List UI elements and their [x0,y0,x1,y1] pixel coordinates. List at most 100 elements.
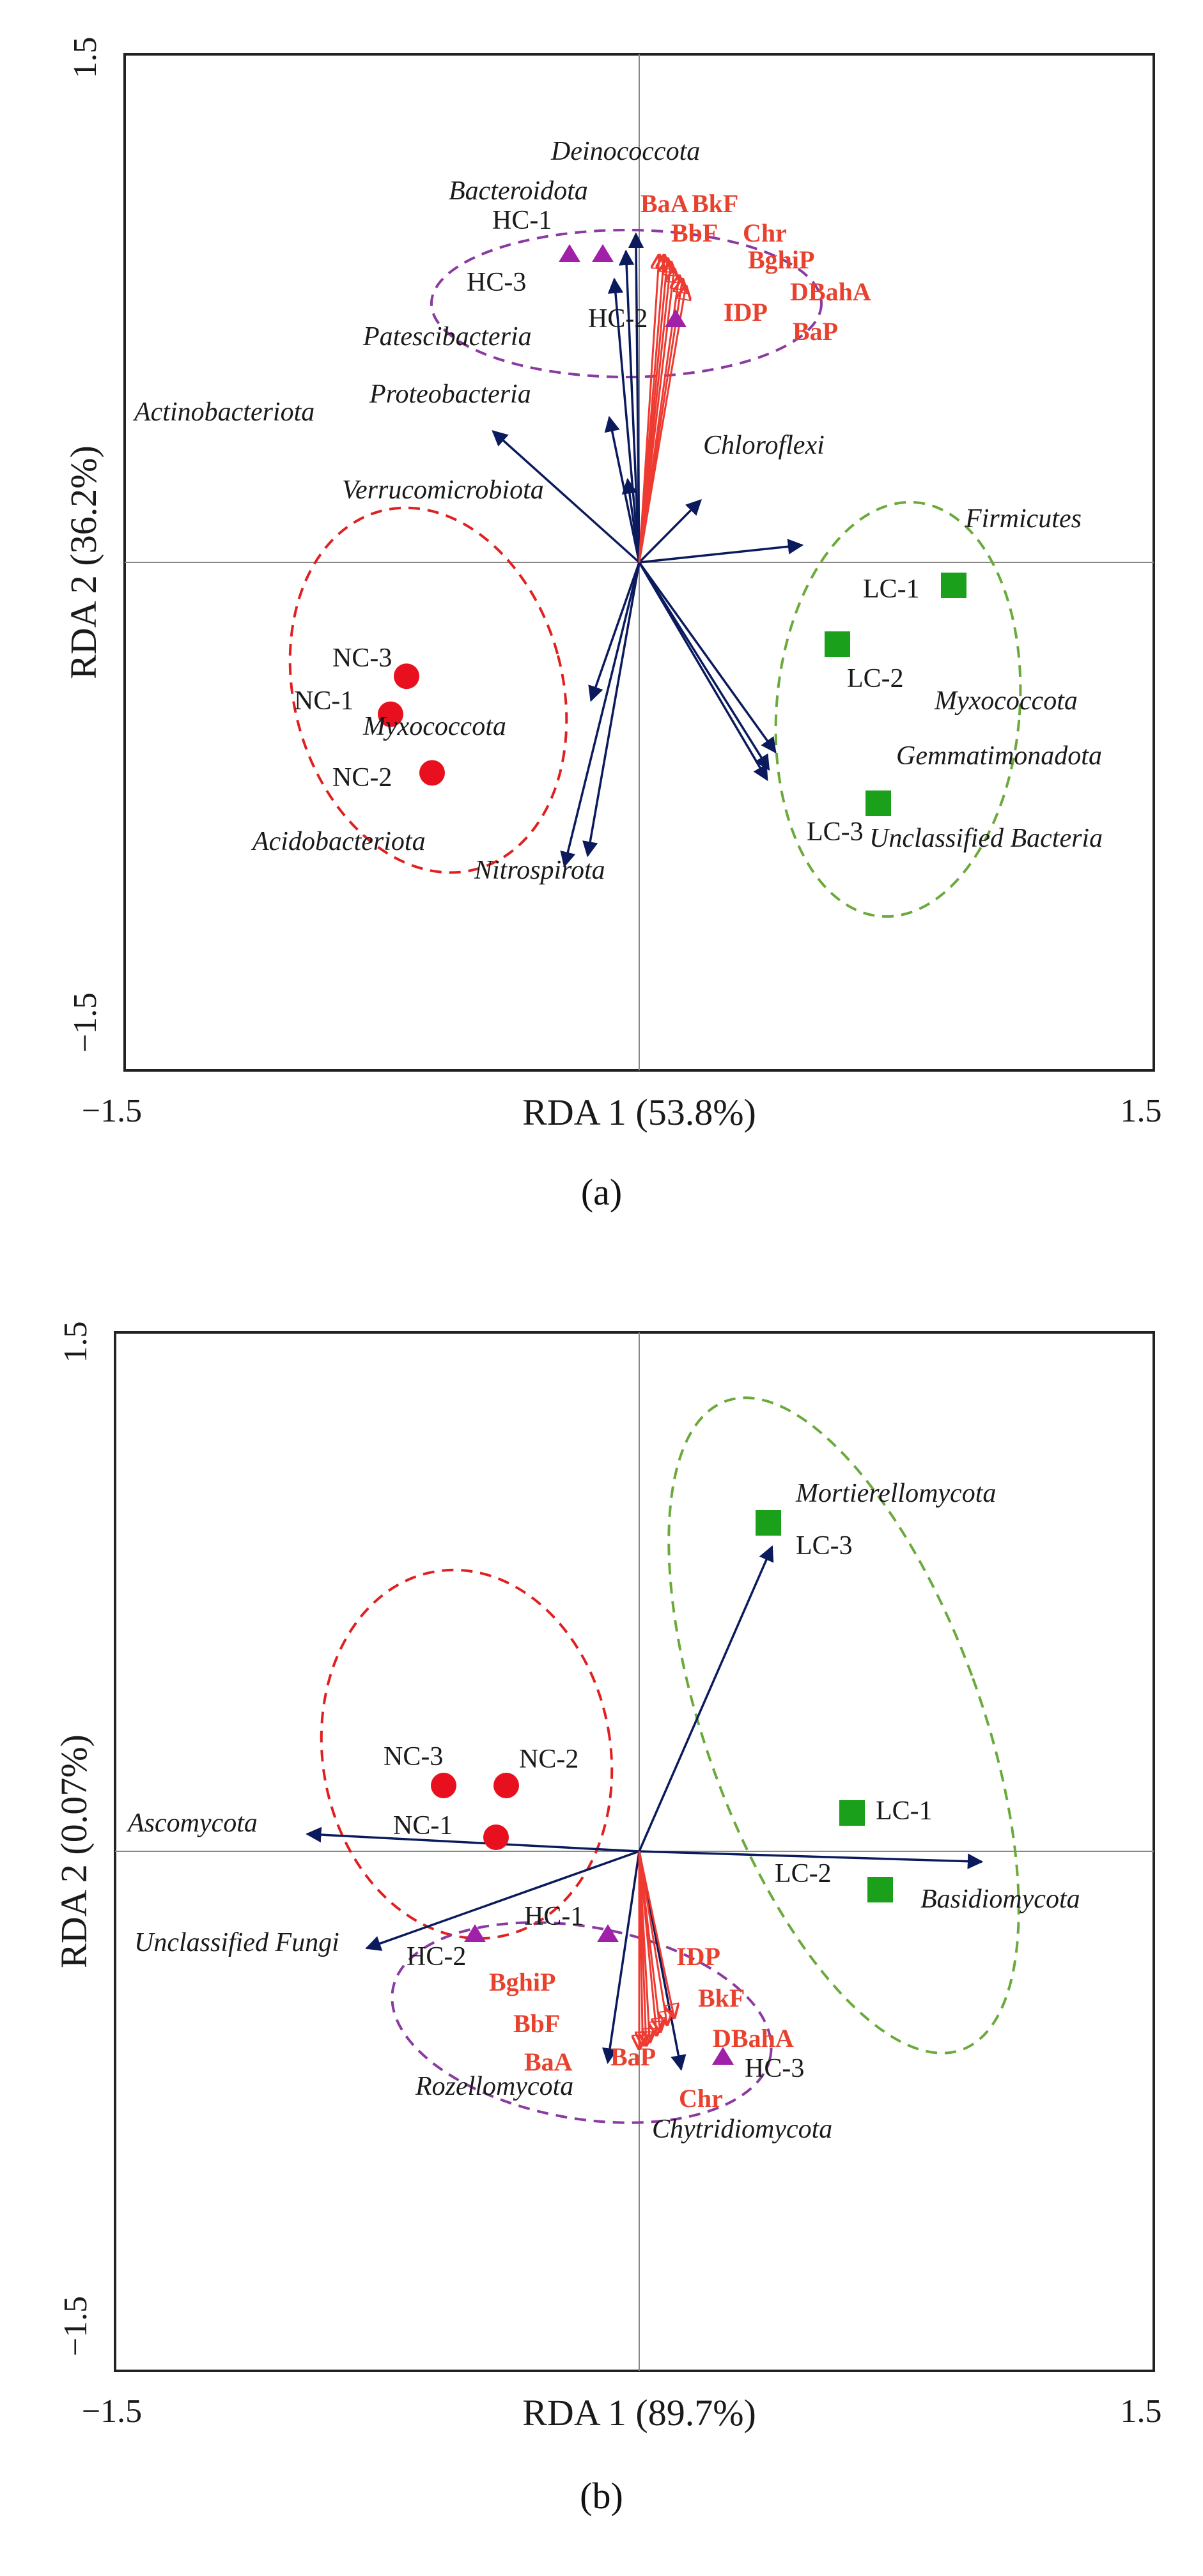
sample-point-lc-3 [865,791,891,816]
sample-label-nc-3: NC-3 [332,644,392,673]
taxon-label-chytridiomycota: Chytridiomycota [652,2115,832,2144]
panel-a-x-axis-label: RDA 1 (53.8%) [522,1091,756,1133]
sample-label-nc-2: NC-2 [332,763,392,792]
pah-label-bap: BaP [610,2042,656,2071]
panel-a-lc-group-ellipse [774,500,1022,918]
panel-a-pah-labels: BaA BkF BbF Chr BghiP IDP DBahA BaP [640,189,871,346]
pah-vector-bap [638,286,686,563]
sample-label-lc-3: LC-3 [807,817,864,847]
panel-a-pah-vectors [638,255,686,563]
taxon-label-deinococcota: Deinococcota [550,137,700,166]
sample-point-lc-1 [839,1800,865,1826]
sample-label-lc-3: LC-3 [796,1531,853,1561]
panel-b-pah-labels: IDP BghiP BkF BbF DBahA BaA BaP Chr [489,1942,794,2113]
panel-a-sample-points [378,244,966,816]
taxon-label-ascomycota: Ascomycota [126,1809,258,1838]
taxon-label-actinobacteriota: Actinobacteriota [132,397,314,427]
pah-label-dbaha: DBahA [790,277,871,306]
panel-a-y-axis-label: RDA 2 (36.2%) [63,445,104,679]
taxon-vector-ascomycota [306,1826,640,1853]
panel-b-y-tick-max: 1.5 [58,1322,94,1363]
taxon-label-gemmatimonadota: Gemmatimonadota [896,741,1102,771]
sample-point-hc-1 [597,1924,619,1942]
taxon-vector-mortierellomycota [638,1545,774,1852]
panel-a-x-tick-min: −1.5 [82,1093,142,1129]
panel-b-lc-group-ellipse [667,1396,1020,2055]
sample-point-nc-2 [419,760,445,786]
sample-point-lc-2 [867,1877,893,1902]
sample-label-nc-1: NC-1 [393,1811,453,1840]
panel-b: Mortierellomycota Basidiomycota Ascomyco… [53,1322,1162,2517]
sample-label-hc-1: HC-1 [492,206,552,235]
taxon-vector-myxococcota-left [588,562,640,702]
sample-label-nc-3: NC-3 [384,1742,443,1771]
panel-a-y-tick-min: −1.5 [67,992,104,1053]
taxon-vector-firmicutes [639,539,804,564]
taxon-label-mortierellomycota: Mortierellomycota [795,1479,996,1508]
sample-label-hc-2: HC-2 [407,1942,466,1971]
panel-b-pah-vectors [639,1851,674,2049]
sample-label-hc-3: HC-3 [745,2054,804,2083]
taxon-vector-patescibacteria [607,277,640,563]
sample-label-nc-1: NC-1 [294,686,353,716]
taxon-vector-rozellomycota [602,1851,640,2064]
pah-label-bghip: BghiP [489,1968,555,1996]
pah-label-bbf: BbF [671,219,718,247]
taxon-label-patescibacteria: Patescibacteria [362,322,532,351]
pah-label-chr: Chr [679,2084,723,2113]
taxon-vector-unclassified-bacteria [638,562,768,782]
sample-label-lc-1: LC-1 [876,1796,933,1826]
taxon-vector-chloroflexi [638,499,702,564]
sample-label-lc-1: LC-1 [863,575,920,604]
panel-a-sample-labels: NC-3 NC-1 NC-2 HC-1 HC-3 HC-2 LC-1 LC-2 … [294,206,920,847]
panel-b-caption-label: (b) [580,2475,623,2517]
pah-vector-idp [638,1851,674,2017]
pah-label-idp: IDP [676,1942,720,1971]
taxon-label-unclassified-bacteria: Unclassified Bacteria [869,824,1103,853]
panel-b-hc-group-ellipse [391,1921,773,2124]
taxon-vector-verrucomicrobiota [621,477,640,563]
pah-label-idp: IDP [724,298,768,327]
sample-point-hc-1 [559,244,580,262]
panel-a-taxa-labels: Deinococcota Bacteroidota Patescibacteri… [132,137,1103,885]
sample-label-hc-2: HC-2 [588,304,648,334]
panel-b-taxa-labels: Mortierellomycota Basidiomycota Ascomyco… [126,1479,1080,2144]
pah-label-bkf: BkF [698,1984,745,2012]
sample-point-hc-2 [464,1924,486,1942]
sample-point-lc-2 [825,631,850,657]
taxon-label-verrucomicrobiota: Verrucomicrobiota [342,475,544,505]
panel-a-taxa-vectors [492,232,804,868]
pah-vector-bap [638,1851,649,2042]
sample-point-nc-1 [483,1824,509,1850]
taxon-vector-deinococcota [628,232,644,563]
taxon-label-myxococcota-left: Myxococcota [362,712,506,741]
panel-a-nc-group-ellipse [288,506,568,874]
sample-label-lc-2: LC-2 [847,664,904,693]
taxon-label-acidobacteriota: Acidobacteriota [251,827,426,856]
panel-a: Deinococcota Bacteroidota Patescibacteri… [63,37,1162,1214]
taxon-vector-acidobacteriota [560,562,640,868]
panel-b-y-tick-min: −1.5 [58,2296,94,2356]
sample-point-nc-3 [394,663,419,690]
taxon-vector-actinobacteriota [492,430,640,564]
pah-label-bkf: BkF [692,189,738,218]
sample-point-nc-2 [493,1773,519,1798]
sample-label-hc-1: HC-1 [524,1902,584,1931]
sample-point-lc-1 [941,573,966,598]
taxon-vector-nitrospirota [582,562,640,858]
taxon-vector-bacteroidota [618,249,640,563]
taxon-label-bacteroidota: Bacteroidota [449,176,588,206]
panel-b-x-tick-min: −1.5 [82,2393,142,2430]
taxon-label-nitrospirota: Nitrospirota [474,856,605,885]
panel-b-x-axis-label: RDA 1 (89.7%) [522,2392,756,2433]
sample-point-lc-3 [756,1510,781,1536]
taxon-label-rozellomycota: Rozellomycota [415,2072,573,2101]
panel-b-sample-labels: NC-3 NC-2 NC-1 HC-1 HC-2 HC-3 LC-1 LC-2 … [384,1531,933,2083]
taxon-label-basidiomycota: Basidiomycota [920,1885,1080,1914]
sample-label-lc-2: LC-2 [775,1859,832,1888]
sample-point-nc-3 [431,1773,456,1798]
panel-a-hc-group-ellipse [430,229,823,378]
panel-b-y-axis-label: RDA 2 (0.07%) [53,1734,95,1968]
sample-point-hc-3 [712,2047,734,2065]
